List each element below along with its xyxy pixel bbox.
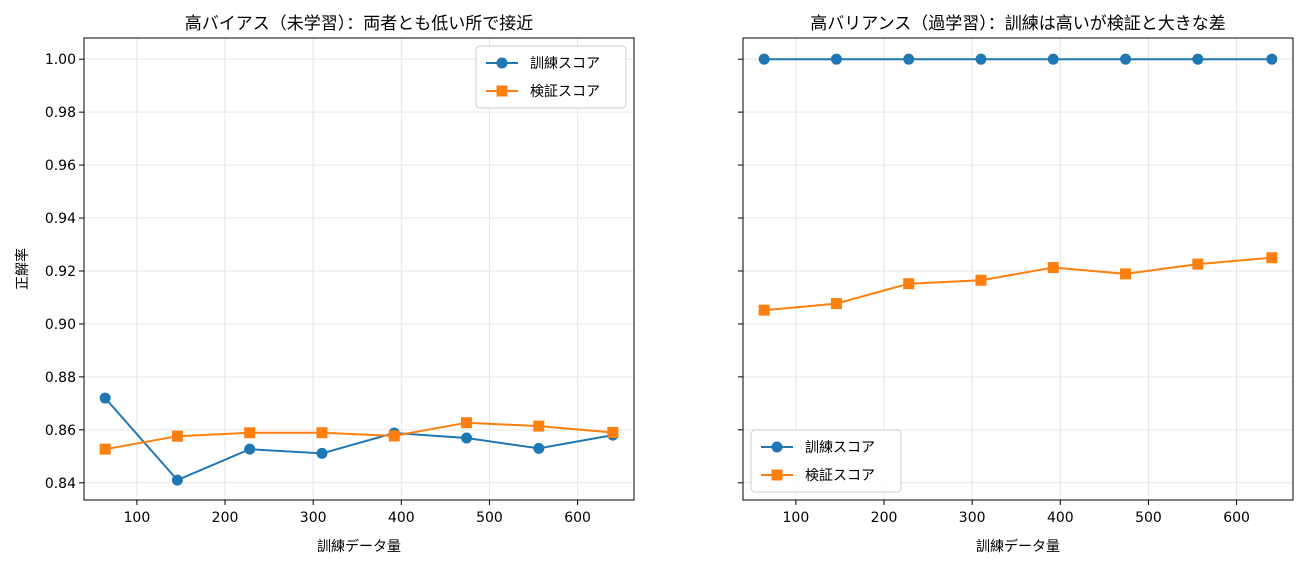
x-axis-label: 訓練データ量: [317, 538, 401, 555]
data-point: [244, 427, 256, 439]
legend-label: 検証スコア: [530, 84, 600, 100]
data-point: [244, 443, 256, 455]
x-axis-label: 訓練データ量: [976, 538, 1060, 555]
x-tick-label: 200: [212, 510, 239, 526]
chart-title: 高バイアス（未学習）：両者とも低い所で接近: [185, 14, 534, 34]
series-line-2: [105, 421, 613, 451]
y-tick-label: 0.86: [45, 423, 76, 439]
chart-title: 高バリアンス（過学習）：訓練は高いが検証と大きな差: [810, 14, 1225, 34]
legend-box: [750, 429, 902, 493]
data-point: [461, 432, 473, 444]
data-point: [99, 443, 111, 455]
y-tick-label: 0.92: [45, 264, 76, 280]
y-tick-label: 0.88: [45, 370, 76, 386]
legend-swatch-marker: [771, 469, 783, 481]
data-point: [975, 53, 987, 65]
data-point: [316, 447, 328, 459]
data-point: [1120, 53, 1132, 65]
y-tick-label: 1.00: [45, 52, 76, 68]
data-point: [903, 53, 915, 65]
data-point: [1192, 258, 1204, 270]
x-tick-label: 100: [783, 510, 810, 526]
data-point: [388, 430, 400, 442]
data-point: [533, 442, 545, 454]
x-tick-label: 600: [1223, 510, 1250, 526]
y-tick-label: 0.90: [45, 317, 76, 333]
legend-label: 訓練スコア: [530, 56, 600, 72]
chart-panel-1: 100 200 300 400 500 600 0.84 0.86 0.88 0.90 0.92 0.…: [14, 14, 635, 555]
data-point: [1266, 252, 1278, 264]
legend-label: 検証スコア: [805, 468, 875, 484]
y-tick-label: 0.98: [45, 105, 76, 121]
data-point: [1266, 53, 1278, 65]
y-axis-label: 正解率: [14, 248, 31, 290]
legend-swatch-marker: [496, 85, 508, 97]
data-point: [99, 392, 111, 404]
x-tick-label: 100: [124, 510, 151, 526]
data-point: [903, 278, 915, 290]
x-tick-label: 500: [476, 510, 503, 526]
legend-box: [475, 45, 627, 109]
data-point: [316, 427, 328, 439]
data-point: [830, 298, 842, 310]
data-point: [1192, 53, 1204, 65]
legend-swatch-marker: [771, 441, 783, 453]
legend-swatch-marker: [496, 57, 508, 69]
x-tick-label: 600: [564, 510, 591, 526]
chart-panel-2: 100 200 300 400 500 600 高バリアンス（過学習）：訓練は高いが検証と大…: [738, 14, 1294, 555]
x-tick-label: 400: [1047, 510, 1074, 526]
y-tick-label: 0.84: [45, 476, 76, 492]
x-tick-label: 300: [300, 510, 327, 526]
data-point: [607, 426, 619, 438]
data-point: [1120, 268, 1132, 280]
data-point: [1047, 53, 1059, 65]
plot-frame: [83, 37, 635, 501]
x-tick-label: 500: [1135, 510, 1162, 526]
data-point: [830, 53, 842, 65]
data-point: [1047, 262, 1059, 274]
data-point: [533, 420, 545, 432]
x-tick-label: 200: [871, 510, 898, 526]
data-point: [171, 430, 183, 442]
legend-label: 訓練スコア: [805, 440, 875, 456]
data-point: [758, 53, 770, 65]
series-line-1: [104, 397, 613, 482]
y-tick-label: 0.96: [45, 158, 76, 174]
data-point: [171, 474, 183, 486]
series-line-2: [764, 256, 1272, 312]
y-tick-label: 0.94: [45, 211, 76, 227]
x-tick-label: 300: [959, 510, 986, 526]
plot-frame: [742, 37, 1294, 501]
data-point: [461, 417, 473, 429]
data-point: [758, 304, 770, 316]
data-point: [975, 274, 987, 286]
x-tick-label: 400: [388, 510, 415, 526]
